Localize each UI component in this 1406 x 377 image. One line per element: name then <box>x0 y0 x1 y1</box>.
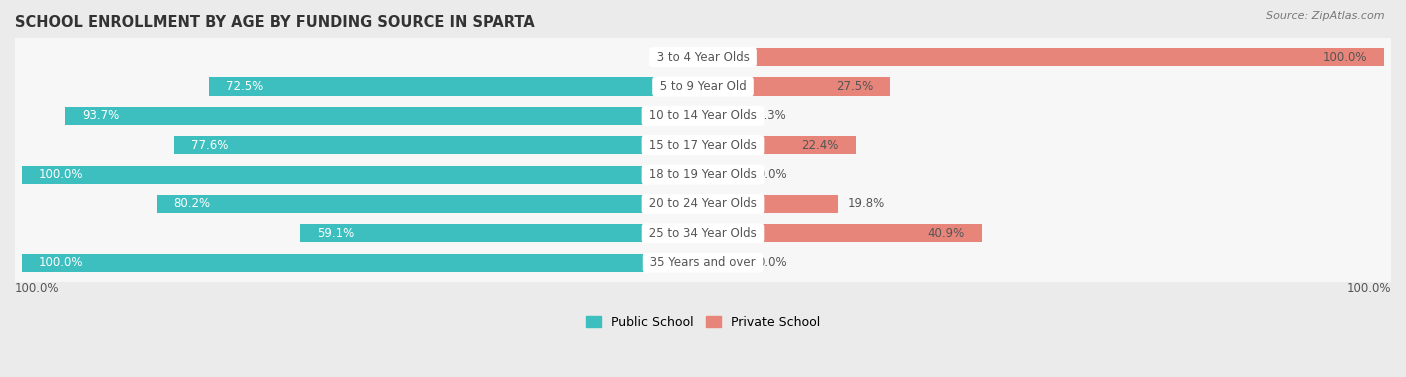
Text: 5 to 9 Year Old: 5 to 9 Year Old <box>655 80 751 93</box>
Text: 100.0%: 100.0% <box>1347 282 1391 295</box>
Bar <box>65 107 703 125</box>
Legend: Public School, Private School: Public School, Private School <box>586 316 820 329</box>
Text: 25 to 34 Year Olds: 25 to 34 Year Olds <box>645 227 761 240</box>
Text: 18 to 19 Year Olds: 18 to 19 Year Olds <box>645 168 761 181</box>
FancyBboxPatch shape <box>11 30 1395 85</box>
Text: SCHOOL ENROLLMENT BY AGE BY FUNDING SOURCE IN SPARTA: SCHOOL ENROLLMENT BY AGE BY FUNDING SOUR… <box>15 15 534 30</box>
Bar <box>22 166 703 184</box>
Text: 6.3%: 6.3% <box>756 109 786 123</box>
Text: 22.4%: 22.4% <box>801 139 838 152</box>
Text: 100.0%: 100.0% <box>1323 51 1367 64</box>
Text: 10 to 14 Year Olds: 10 to 14 Year Olds <box>645 109 761 123</box>
Bar <box>156 195 703 213</box>
FancyBboxPatch shape <box>11 118 1395 173</box>
Text: Source: ZipAtlas.com: Source: ZipAtlas.com <box>1267 11 1385 21</box>
FancyBboxPatch shape <box>11 206 1395 261</box>
Bar <box>703 77 890 96</box>
Text: 77.6%: 77.6% <box>191 139 229 152</box>
FancyBboxPatch shape <box>11 147 1395 202</box>
Text: 93.7%: 93.7% <box>82 109 120 123</box>
Text: 35 Years and over: 35 Years and over <box>647 256 759 269</box>
Bar <box>22 254 703 272</box>
Bar <box>703 224 981 242</box>
Text: 59.1%: 59.1% <box>318 227 354 240</box>
Text: 20 to 24 Year Olds: 20 to 24 Year Olds <box>645 198 761 210</box>
Bar <box>301 224 703 242</box>
Bar <box>703 195 838 213</box>
Text: 100.0%: 100.0% <box>39 256 83 269</box>
Text: 27.5%: 27.5% <box>837 80 873 93</box>
FancyBboxPatch shape <box>11 59 1395 114</box>
Text: 72.5%: 72.5% <box>226 80 263 93</box>
Text: 100.0%: 100.0% <box>15 282 59 295</box>
Text: 15 to 17 Year Olds: 15 to 17 Year Olds <box>645 139 761 152</box>
Text: 3 to 4 Year Olds: 3 to 4 Year Olds <box>652 51 754 64</box>
FancyBboxPatch shape <box>11 88 1395 144</box>
Text: 0.0%: 0.0% <box>758 256 787 269</box>
Bar <box>703 48 1384 66</box>
Text: 100.0%: 100.0% <box>39 168 83 181</box>
Text: 80.2%: 80.2% <box>174 198 211 210</box>
Text: 0.0%: 0.0% <box>664 51 693 64</box>
Bar <box>703 107 747 125</box>
Bar <box>209 77 703 96</box>
Bar <box>174 136 703 154</box>
Text: 19.8%: 19.8% <box>848 198 886 210</box>
FancyBboxPatch shape <box>11 235 1395 290</box>
Text: 0.0%: 0.0% <box>758 168 787 181</box>
Text: 40.9%: 40.9% <box>928 227 965 240</box>
Bar <box>703 136 856 154</box>
FancyBboxPatch shape <box>11 176 1395 231</box>
